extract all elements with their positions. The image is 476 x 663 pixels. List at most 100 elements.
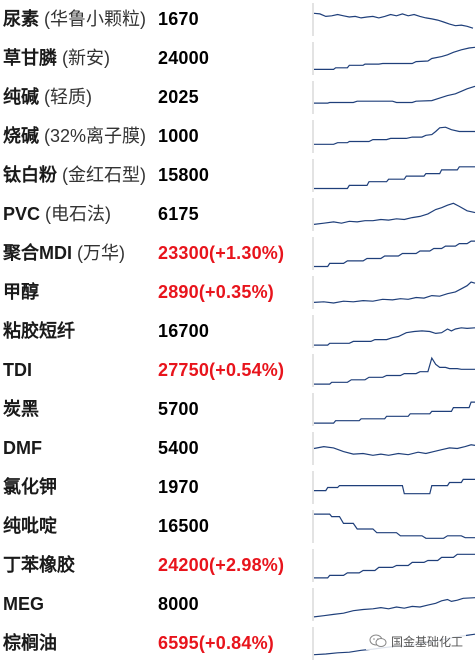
commodity-name: 棕榈油 <box>3 632 57 654</box>
wechat-icon <box>369 634 387 647</box>
commodity-spec: (华鲁小颗粒) <box>39 9 146 29</box>
price-value: 16500 <box>158 516 210 536</box>
sparkline <box>312 546 476 585</box>
sparkline-chart <box>312 432 476 465</box>
commodity-name: 纯吡啶 <box>3 515 57 537</box>
commodity-name-main: 炭黑 <box>3 399 39 419</box>
sparkline-series <box>314 166 475 190</box>
table-row: 纯吡啶 16500 <box>0 507 476 546</box>
commodity-name: 丁苯橡胶 <box>3 554 75 576</box>
commodity-name: 尿素 (华鲁小颗粒) <box>3 8 146 30</box>
table-row: 氯化钾 1970 <box>0 468 476 507</box>
sparkline-series <box>314 401 475 424</box>
sparkline-series <box>314 327 476 346</box>
sparkline-series <box>314 240 475 268</box>
commodity-name: 聚合MDI (万华) <box>3 242 125 264</box>
sparkline <box>312 273 476 312</box>
sparkline-series <box>313 12 474 29</box>
table-row: 草甘膦 (新安) 24000 <box>0 39 476 78</box>
price-value: 6175 <box>158 204 199 224</box>
sparkline-chart <box>312 81 476 114</box>
table-row: 尿素 (华鲁小颗粒) 1670 <box>0 0 476 39</box>
commodity-name-main: MEG <box>3 594 45 614</box>
watermark-text: 国金基础化工 <box>391 634 464 649</box>
commodity-spec: (万华) <box>72 243 125 263</box>
commodity-name-main: 甲醇 <box>3 282 39 302</box>
commodity-name-main: 粘胶短纤 <box>3 321 75 341</box>
table-row: 炭黑 5700 <box>0 390 476 429</box>
commodity-name: 烧碱 (32%离子膜) <box>3 125 146 147</box>
sparkline <box>312 468 476 507</box>
sparkline-chart <box>312 315 476 348</box>
sparkline-chart <box>312 471 475 504</box>
commodity-name-main: 尿素 <box>3 9 39 29</box>
commodity-name: 炭黑 <box>3 398 39 420</box>
sparkline-series <box>314 553 475 579</box>
commodity-spec: (金红石型) <box>57 165 146 185</box>
watermark: 国金基础化工 <box>366 632 467 650</box>
commodity-name: 氯化钾 <box>3 476 57 498</box>
sparkline-series <box>313 202 476 225</box>
sparkline-series <box>314 85 476 104</box>
commodity-name-main: 氯化钾 <box>3 477 57 497</box>
sparkline <box>312 507 476 546</box>
sparkline-series <box>313 281 476 304</box>
sparkline <box>312 312 476 351</box>
sparkline-chart <box>312 3 474 36</box>
sparkline-chart <box>312 549 475 582</box>
sparkline <box>312 390 476 429</box>
sparkline-chart <box>312 198 476 231</box>
sparkline <box>312 585 476 624</box>
commodity-name-main: PVC <box>3 204 41 224</box>
sparkline-chart <box>312 354 475 387</box>
price-value: 1670 <box>158 9 199 29</box>
price-value: 5700 <box>158 399 199 419</box>
sparkline-chart <box>312 393 475 426</box>
commodity-name-main: 草甘膦 <box>3 48 57 68</box>
price-value: 5400 <box>158 438 199 458</box>
sparkline <box>312 117 476 156</box>
sparkline <box>312 156 476 195</box>
table-row: TDI 27750(+0.54%) <box>0 351 476 390</box>
sparkline-series <box>314 356 475 385</box>
price-value: 16700 <box>158 321 210 341</box>
price-value: 8000 <box>158 594 199 614</box>
commodity-name-main: 丁苯橡胶 <box>3 555 75 575</box>
sparkline-chart <box>312 42 476 75</box>
sparkline <box>312 78 476 117</box>
commodity-spec: (电石法) <box>40 204 112 224</box>
sparkline-series <box>314 478 475 495</box>
price-value: 2890(+0.35%) <box>158 282 274 302</box>
commodity-name-main: DMF <box>3 438 42 458</box>
sparkline-series <box>314 46 476 70</box>
commodity-name-main: 纯吡啶 <box>3 516 57 536</box>
commodity-name-main: 钛白粉 <box>3 165 57 185</box>
sparkline-series <box>313 597 476 618</box>
commodity-name-main: 棕榈油 <box>3 633 57 653</box>
table-row: 粘胶短纤 16700 <box>0 312 476 351</box>
commodity-name-main: 纯碱 <box>3 87 39 107</box>
table-row: PVC (电石法) 6175 <box>0 195 476 234</box>
sparkline-chart <box>312 510 475 543</box>
commodity-spec: (轻质) <box>39 87 92 107</box>
price-value: 1970 <box>158 477 199 497</box>
sparkline-chart <box>312 588 476 621</box>
sparkline-chart <box>312 159 475 192</box>
sparkline <box>312 39 476 78</box>
commodity-name: 粘胶短纤 <box>3 320 75 342</box>
commodity-spec: (新安) <box>57 48 110 68</box>
commodity-name-main: 聚合MDI <box>3 243 72 263</box>
price-value: 15800 <box>158 165 210 185</box>
commodity-name: 纯碱 (轻质) <box>3 86 92 108</box>
sparkline-chart <box>312 237 475 270</box>
table-row: 甲醇 2890(+0.35%) <box>0 273 476 312</box>
sparkline-chart <box>312 120 475 153</box>
sparkline <box>312 429 476 468</box>
table-row: 聚合MDI (万华) 23300(+1.30%) <box>0 234 476 273</box>
commodity-name: PVC (电石法) <box>3 203 111 225</box>
commodity-name-main: 烧碱 <box>3 126 39 146</box>
price-value: 24000 <box>158 48 210 68</box>
table-row: MEG 8000 <box>0 585 476 624</box>
commodity-name: 钛白粉 (金红石型) <box>3 164 146 186</box>
